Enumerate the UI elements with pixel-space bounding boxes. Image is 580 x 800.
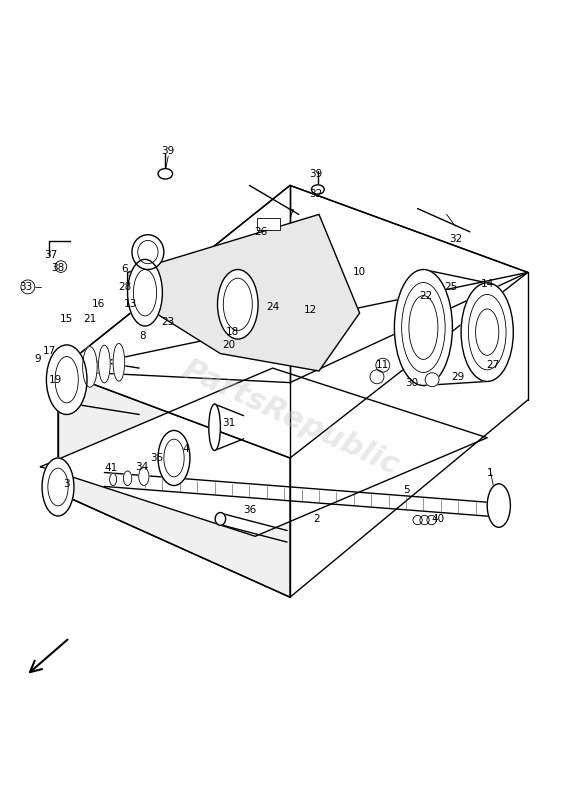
Polygon shape (128, 214, 360, 371)
Ellipse shape (461, 283, 513, 382)
Ellipse shape (394, 270, 452, 386)
Text: 26: 26 (255, 227, 267, 237)
Text: 27: 27 (487, 360, 499, 370)
Text: 20: 20 (223, 340, 235, 350)
Text: 2: 2 (313, 514, 320, 524)
Ellipse shape (132, 234, 164, 270)
Ellipse shape (311, 185, 324, 194)
Text: 30: 30 (405, 378, 418, 387)
Ellipse shape (139, 468, 149, 486)
Text: 28: 28 (118, 282, 131, 292)
Polygon shape (58, 186, 528, 597)
Text: 10: 10 (353, 267, 366, 278)
Text: 19: 19 (49, 374, 61, 385)
Circle shape (413, 515, 422, 525)
Text: 32: 32 (310, 189, 322, 199)
Ellipse shape (124, 471, 132, 486)
Text: 23: 23 (162, 317, 175, 326)
Text: 13: 13 (124, 299, 137, 310)
Text: 40: 40 (432, 514, 444, 524)
Text: 12: 12 (304, 305, 317, 315)
Ellipse shape (209, 404, 220, 450)
Ellipse shape (128, 259, 162, 326)
Circle shape (376, 358, 390, 372)
Circle shape (55, 261, 67, 272)
Text: 18: 18 (226, 327, 238, 337)
Text: 17: 17 (43, 346, 56, 356)
Ellipse shape (215, 513, 226, 526)
Circle shape (425, 373, 439, 386)
Circle shape (21, 280, 35, 294)
Ellipse shape (42, 458, 74, 516)
Polygon shape (58, 371, 290, 597)
Text: 9: 9 (34, 354, 41, 365)
Ellipse shape (46, 345, 87, 414)
Polygon shape (41, 368, 487, 536)
Ellipse shape (113, 343, 125, 381)
Text: 15: 15 (60, 314, 73, 324)
Circle shape (427, 515, 436, 525)
Text: 4: 4 (182, 444, 189, 454)
Text: 39: 39 (310, 169, 322, 178)
Text: 5: 5 (403, 485, 409, 495)
Text: 11: 11 (376, 360, 389, 370)
Ellipse shape (158, 169, 173, 179)
Text: 3: 3 (63, 479, 70, 489)
Ellipse shape (110, 474, 117, 486)
Text: 21: 21 (84, 314, 96, 324)
Text: 33: 33 (20, 282, 32, 292)
Polygon shape (58, 186, 528, 458)
Text: 6: 6 (121, 265, 128, 274)
Ellipse shape (158, 430, 190, 486)
Text: 8: 8 (139, 331, 146, 341)
Text: 37: 37 (45, 250, 57, 260)
Ellipse shape (218, 270, 258, 339)
Text: 36: 36 (243, 506, 256, 515)
Text: 35: 35 (150, 453, 163, 463)
Ellipse shape (83, 346, 97, 387)
Text: 34: 34 (136, 462, 148, 472)
Circle shape (420, 515, 429, 525)
Text: 14: 14 (481, 279, 494, 289)
Ellipse shape (487, 484, 510, 527)
Text: PartsRepublic: PartsRepublic (177, 354, 403, 481)
Text: 32: 32 (449, 234, 462, 244)
Text: 41: 41 (105, 463, 118, 473)
Text: 38: 38 (52, 262, 64, 273)
Text: 7: 7 (287, 210, 293, 219)
Text: 22: 22 (420, 290, 433, 301)
Text: 31: 31 (223, 418, 235, 428)
FancyBboxPatch shape (257, 218, 280, 230)
Text: 39: 39 (162, 146, 175, 155)
Text: 1: 1 (487, 467, 494, 478)
Circle shape (370, 370, 384, 384)
Text: 25: 25 (445, 282, 458, 292)
Text: 16: 16 (92, 299, 105, 310)
Text: 24: 24 (266, 302, 279, 312)
Text: 29: 29 (452, 372, 465, 382)
Ellipse shape (99, 345, 110, 383)
